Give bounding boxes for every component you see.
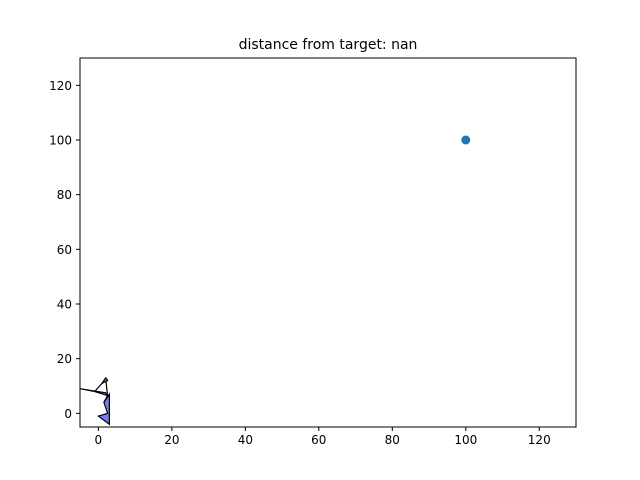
y-tick-label: 60: [57, 243, 72, 257]
x-tick-label: 120: [528, 433, 551, 447]
y-tick-label: 120: [49, 79, 72, 93]
x-tick-label: 20: [164, 433, 179, 447]
y-axis: 0 20 40 60 80 100 120: [49, 79, 80, 421]
x-axis: 0 20 40 60 80 100 120: [95, 427, 551, 447]
y-tick-label: 20: [57, 352, 72, 366]
x-tick-label: 0: [95, 433, 103, 447]
arm-segment: [97, 392, 111, 426]
arm-segment: [100, 376, 109, 385]
target-point: [461, 135, 471, 145]
x-tick-label: 40: [238, 433, 253, 447]
x-tick-label: 100: [454, 433, 477, 447]
x-tick-label: 80: [385, 433, 400, 447]
plot-frame: [79, 57, 577, 428]
y-tick-label: 100: [49, 134, 72, 148]
y-tick-label: 40: [57, 298, 72, 312]
x-tick-label: 60: [311, 433, 326, 447]
y-tick-label: 0: [64, 407, 72, 421]
chart-title: distance from target: nan: [239, 37, 418, 53]
plot-content: [79, 135, 471, 426]
y-tick-label: 80: [57, 188, 72, 202]
